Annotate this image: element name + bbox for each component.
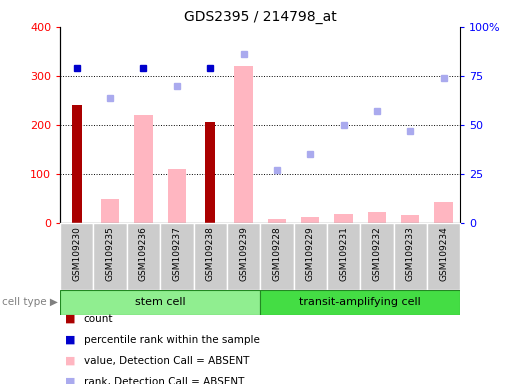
Text: ■: ■ (65, 356, 76, 366)
Text: GSM109238: GSM109238 (206, 226, 214, 281)
Text: value, Detection Call = ABSENT: value, Detection Call = ABSENT (84, 356, 249, 366)
Text: GSM109230: GSM109230 (72, 226, 81, 281)
Text: GSM109234: GSM109234 (439, 226, 448, 281)
Text: GSM109233: GSM109233 (406, 226, 415, 281)
Text: GSM109232: GSM109232 (372, 226, 381, 281)
Text: percentile rank within the sample: percentile rank within the sample (84, 335, 259, 345)
Text: ■: ■ (65, 335, 76, 345)
Bar (160, 223, 194, 290)
Bar (227, 223, 260, 290)
Bar (60, 223, 94, 290)
Title: GDS2395 / 214798_at: GDS2395 / 214798_at (184, 10, 337, 25)
Bar (60, 290, 260, 315)
Bar (334, 214, 353, 223)
Text: GSM109229: GSM109229 (306, 226, 315, 281)
Text: rank, Detection Call = ABSENT: rank, Detection Call = ABSENT (84, 377, 244, 384)
Bar (401, 215, 419, 223)
Bar (234, 66, 253, 223)
Bar (205, 122, 215, 223)
Text: GSM109237: GSM109237 (173, 226, 181, 281)
Bar (101, 199, 119, 223)
Bar (194, 223, 227, 290)
Bar (260, 290, 460, 315)
Bar (260, 223, 293, 290)
Bar (360, 223, 393, 290)
Bar (168, 169, 186, 223)
Text: GSM109236: GSM109236 (139, 226, 148, 281)
Text: GSM109231: GSM109231 (339, 226, 348, 281)
Bar (134, 115, 153, 223)
Bar (127, 223, 160, 290)
Text: stem cell: stem cell (135, 297, 186, 308)
Bar (427, 223, 460, 290)
Bar (72, 105, 82, 223)
Text: transit-amplifying cell: transit-amplifying cell (299, 297, 421, 308)
Bar (293, 223, 327, 290)
Text: cell type ▶: cell type ▶ (2, 297, 58, 308)
Text: count: count (84, 314, 113, 324)
Bar (394, 223, 427, 290)
Text: ■: ■ (65, 377, 76, 384)
Text: GSM109228: GSM109228 (272, 226, 281, 281)
Text: GSM109239: GSM109239 (239, 226, 248, 281)
Bar (327, 223, 360, 290)
Bar (268, 219, 286, 223)
Text: ■: ■ (65, 314, 76, 324)
Text: GSM109235: GSM109235 (106, 226, 115, 281)
Bar (301, 217, 320, 223)
Bar (94, 223, 127, 290)
Bar (368, 212, 386, 223)
Bar (435, 202, 453, 223)
